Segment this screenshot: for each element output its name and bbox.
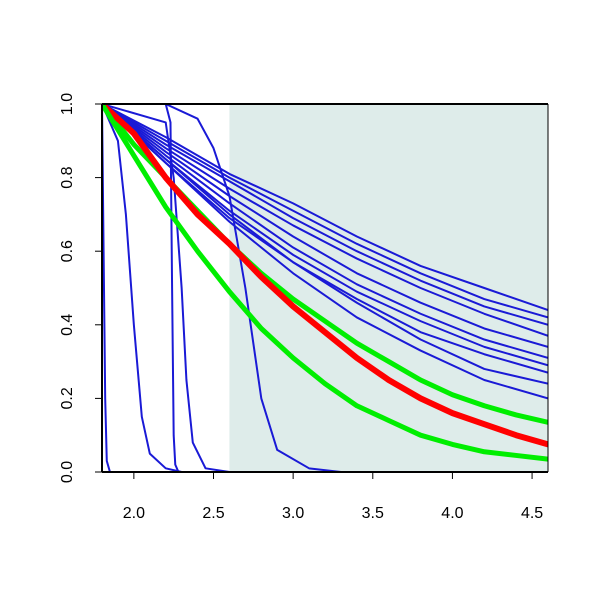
x-tick-label: 2.0 [123,505,145,522]
x-tick-label: 4.0 [441,505,463,522]
series-line-5-blue [102,104,342,472]
series-line-11-blue [102,104,548,359]
series-line-4-blue [102,104,231,472]
x-tick-label: 4.5 [521,505,543,522]
series-line-9-blue [102,104,548,337]
series-line-18-green [102,104,548,462]
plot-frame [101,103,549,473]
x-tick-label: 3.5 [362,505,384,522]
y-tick-label: 0.8 [59,166,76,188]
y-axis: 0.0 0.2 0.4 0.6 0.8 1.0 [59,93,102,483]
x-axis: 2.0 2.5 3.0 3.5 4.0 4.5 [123,472,543,522]
series-line-14-blue [102,104,548,385]
series-line-7-blue [102,104,548,319]
y-tick-label: 0.0 [59,461,76,483]
y-tick-label: 0.4 [59,314,76,336]
series-line-17-red [102,104,548,448]
x-tick-label: 2.5 [202,505,224,522]
y-tick-label: 0.6 [59,240,76,262]
series-line-3-blue [102,104,180,472]
x-tick-label: 3.0 [282,505,304,522]
series-line-6-blue [102,104,548,312]
series-group [102,104,548,472]
series-line-8-blue [102,104,548,326]
series-line-15-blue [102,104,548,400]
series-line-2-blue [102,104,183,472]
series-line-1-blue [102,104,111,472]
y-tick-label: 0.2 [59,387,76,409]
y-tick-label: 1.0 [59,93,76,115]
series-line-10-blue [102,104,548,348]
